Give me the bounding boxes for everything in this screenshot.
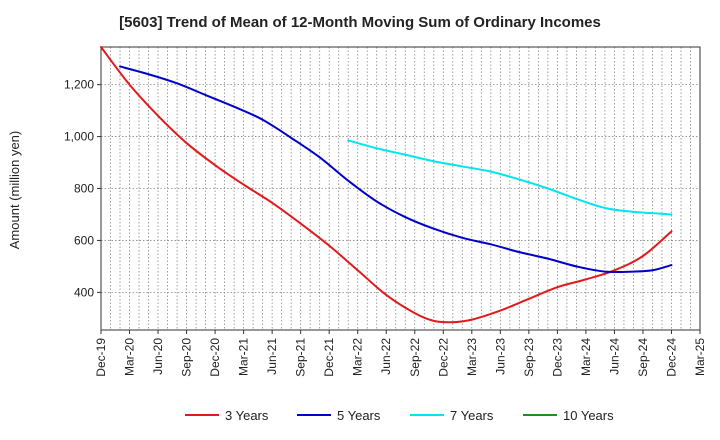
legend-label-7-years: 7 Years [450,408,494,423]
x-tick-label: Sep-21 [294,338,308,377]
x-tick-label: Dec-21 [322,338,336,377]
x-tick-label: Sep-22 [408,338,422,377]
x-tick-label: Jun-21 [265,338,279,375]
series-line-7-years [347,139,673,216]
x-tick-label: Sep-20 [180,338,194,377]
y-tick-label: 400 [74,285,94,299]
y-axis-title: Amount (million yen) [7,131,22,250]
x-tick-label: Dec-23 [550,338,564,377]
x-tick-label: Dec-19 [94,338,108,377]
x-tick-label: Mar-23 [465,338,479,376]
y-tick-label: 600 [74,233,94,247]
x-tick-label: Mar-20 [123,338,137,376]
x-tick-label: Dec-22 [436,338,450,377]
x-tick-label: Mar-22 [351,338,365,376]
series-line-3-years [100,46,673,324]
x-tick-label: Sep-24 [636,338,650,377]
plot-area [101,47,700,330]
x-tick-label: Jun-22 [379,338,393,375]
x-tick-label: Jun-20 [151,338,165,375]
x-tick-label: Mar-24 [579,338,593,376]
x-tick-label: Dec-20 [208,338,222,377]
x-tick-label: Jun-24 [607,338,621,375]
x-tick-label: Dec-24 [664,338,678,377]
y-tick-label: 800 [74,182,94,196]
series-line-5-years [119,65,673,274]
legend-label-5-years: 5 Years [337,408,381,423]
x-tick-label: Mar-25 [693,338,707,376]
legend-label-10-years: 10 Years [563,408,614,423]
legend-label-3-years: 3 Years [225,408,269,423]
y-tick-label: 1,200 [64,78,94,92]
x-tick-label: Mar-21 [237,338,251,376]
x-tick-label: Sep-23 [522,338,536,377]
y-tick-label: 1,000 [64,130,94,144]
tick-labels: 400 600 800 1,000 1,200 Dec-19 Mar-20 Jun-20 Sep… [64,78,707,377]
series-lines [100,46,673,324]
legend: 3 Years 5 Years 7 Years 10 Years [185,408,614,423]
chart-title: [5603] Trend of Mean of 12-Month Moving … [119,14,601,31]
axes [97,46,701,334]
x-tick-label: Jun-23 [493,338,507,375]
